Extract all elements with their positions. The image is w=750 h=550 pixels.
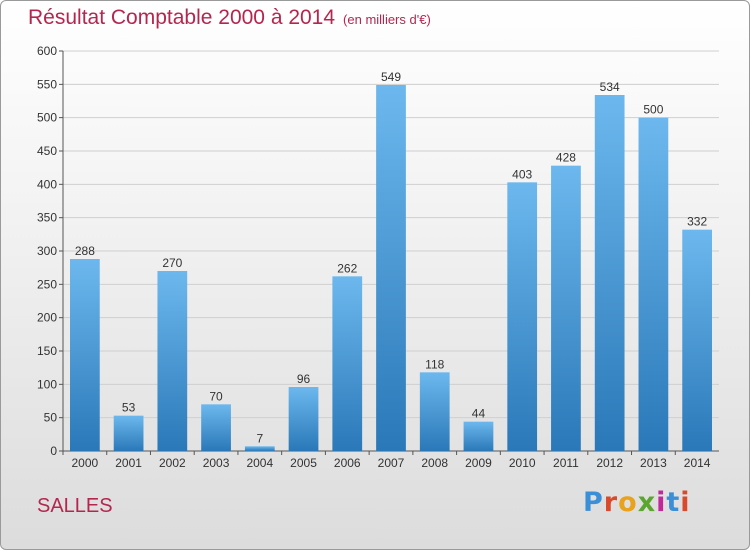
y-tick-label: 150 — [37, 344, 57, 358]
bar-2013 — [638, 117, 669, 452]
x-tick-label-2007: 2007 — [378, 456, 405, 470]
x-tick-label-2010: 2010 — [509, 456, 536, 470]
y-tick-label: 550 — [37, 77, 57, 91]
y-tick-label: 300 — [37, 244, 57, 258]
x-axis: 2000 2001 2002 2003 2004 2005 2006 2007 2008 2009… — [62, 451, 711, 470]
x-tick-label-2000: 2000 — [72, 456, 99, 470]
x-tick-label-2004: 2004 — [246, 456, 273, 470]
x-tick-label-2006: 2006 — [334, 456, 361, 470]
y-tick-label: 200 — [37, 311, 57, 325]
y-tick-label: 250 — [37, 277, 57, 291]
bars: 288 53 270 70 7 96 262 549 118 44 403 428 534 500 332 — [69, 70, 713, 452]
data-label-2000: 288 — [75, 244, 95, 258]
proxiti-logo: Proxiti — [583, 487, 691, 518]
x-tick-label-2013: 2013 — [640, 456, 667, 470]
data-label-2008: 118 — [425, 357, 444, 371]
y-tick-label: 450 — [37, 144, 57, 158]
y-axis: 0 50 100 150 200 250 300 350 400 450 500 550 600 — [37, 44, 719, 458]
data-label-2012: 534 — [600, 80, 620, 94]
data-label-2009: 44 — [472, 407, 486, 421]
data-label-2014: 332 — [687, 215, 707, 229]
data-label-2004: 7 — [256, 431, 263, 445]
chart-title: Résultat Comptable 2000 à 2014 (en millie… — [28, 6, 431, 30]
x-tick-label-2009: 2009 — [465, 456, 492, 470]
bar-2010 — [507, 182, 538, 452]
chart-title-text: Résultat Comptable 2000 à 2014 — [28, 6, 336, 29]
data-label-2010: 403 — [512, 167, 532, 181]
x-tick-label-2002: 2002 — [159, 456, 186, 470]
bar-2004 — [244, 446, 275, 451]
bar-2002 — [157, 271, 188, 451]
x-tick-label-2012: 2012 — [596, 456, 623, 470]
data-label-2013: 500 — [643, 103, 663, 117]
commune-name: SALLES — [37, 495, 113, 517]
data-label-2007: 549 — [381, 70, 401, 84]
bar-2008 — [419, 372, 450, 451]
bar-2005 — [288, 387, 319, 451]
data-label-2001: 53 — [122, 401, 136, 415]
y-tick-label: 50 — [44, 411, 58, 425]
x-tick-label-2008: 2008 — [421, 456, 448, 470]
bar-2014 — [682, 229, 713, 451]
data-label-2002: 270 — [162, 256, 182, 270]
y-tick-label: 0 — [50, 444, 57, 458]
x-tick-label-2001: 2001 — [115, 456, 142, 470]
bar-2012 — [594, 95, 625, 451]
y-tick-label: 400 — [37, 177, 57, 191]
bar-2003 — [201, 404, 231, 451]
data-label-2006: 262 — [337, 261, 357, 275]
bar-2011 — [551, 165, 581, 451]
x-tick-label-2005: 2005 — [290, 456, 317, 470]
x-tick-label-2011: 2011 — [553, 456, 579, 470]
data-label-2011: 428 — [556, 151, 576, 165]
y-tick-label: 350 — [37, 211, 57, 225]
bar-2009 — [463, 421, 494, 451]
x-tick-label-2003: 2003 — [203, 456, 230, 470]
bar-2000 — [69, 259, 100, 451]
bar-2001 — [113, 415, 144, 451]
y-tick-label: 600 — [37, 44, 57, 58]
data-label-2003: 70 — [209, 389, 223, 403]
y-tick-label: 100 — [37, 377, 57, 391]
bar-2006 — [332, 276, 363, 451]
y-tick-label: 500 — [37, 111, 57, 125]
data-label-2005: 96 — [297, 372, 311, 386]
x-tick-label-2014: 2014 — [684, 456, 711, 470]
chart-unit: (en milliers d'€) — [343, 12, 431, 27]
bar-2007 — [376, 85, 406, 451]
